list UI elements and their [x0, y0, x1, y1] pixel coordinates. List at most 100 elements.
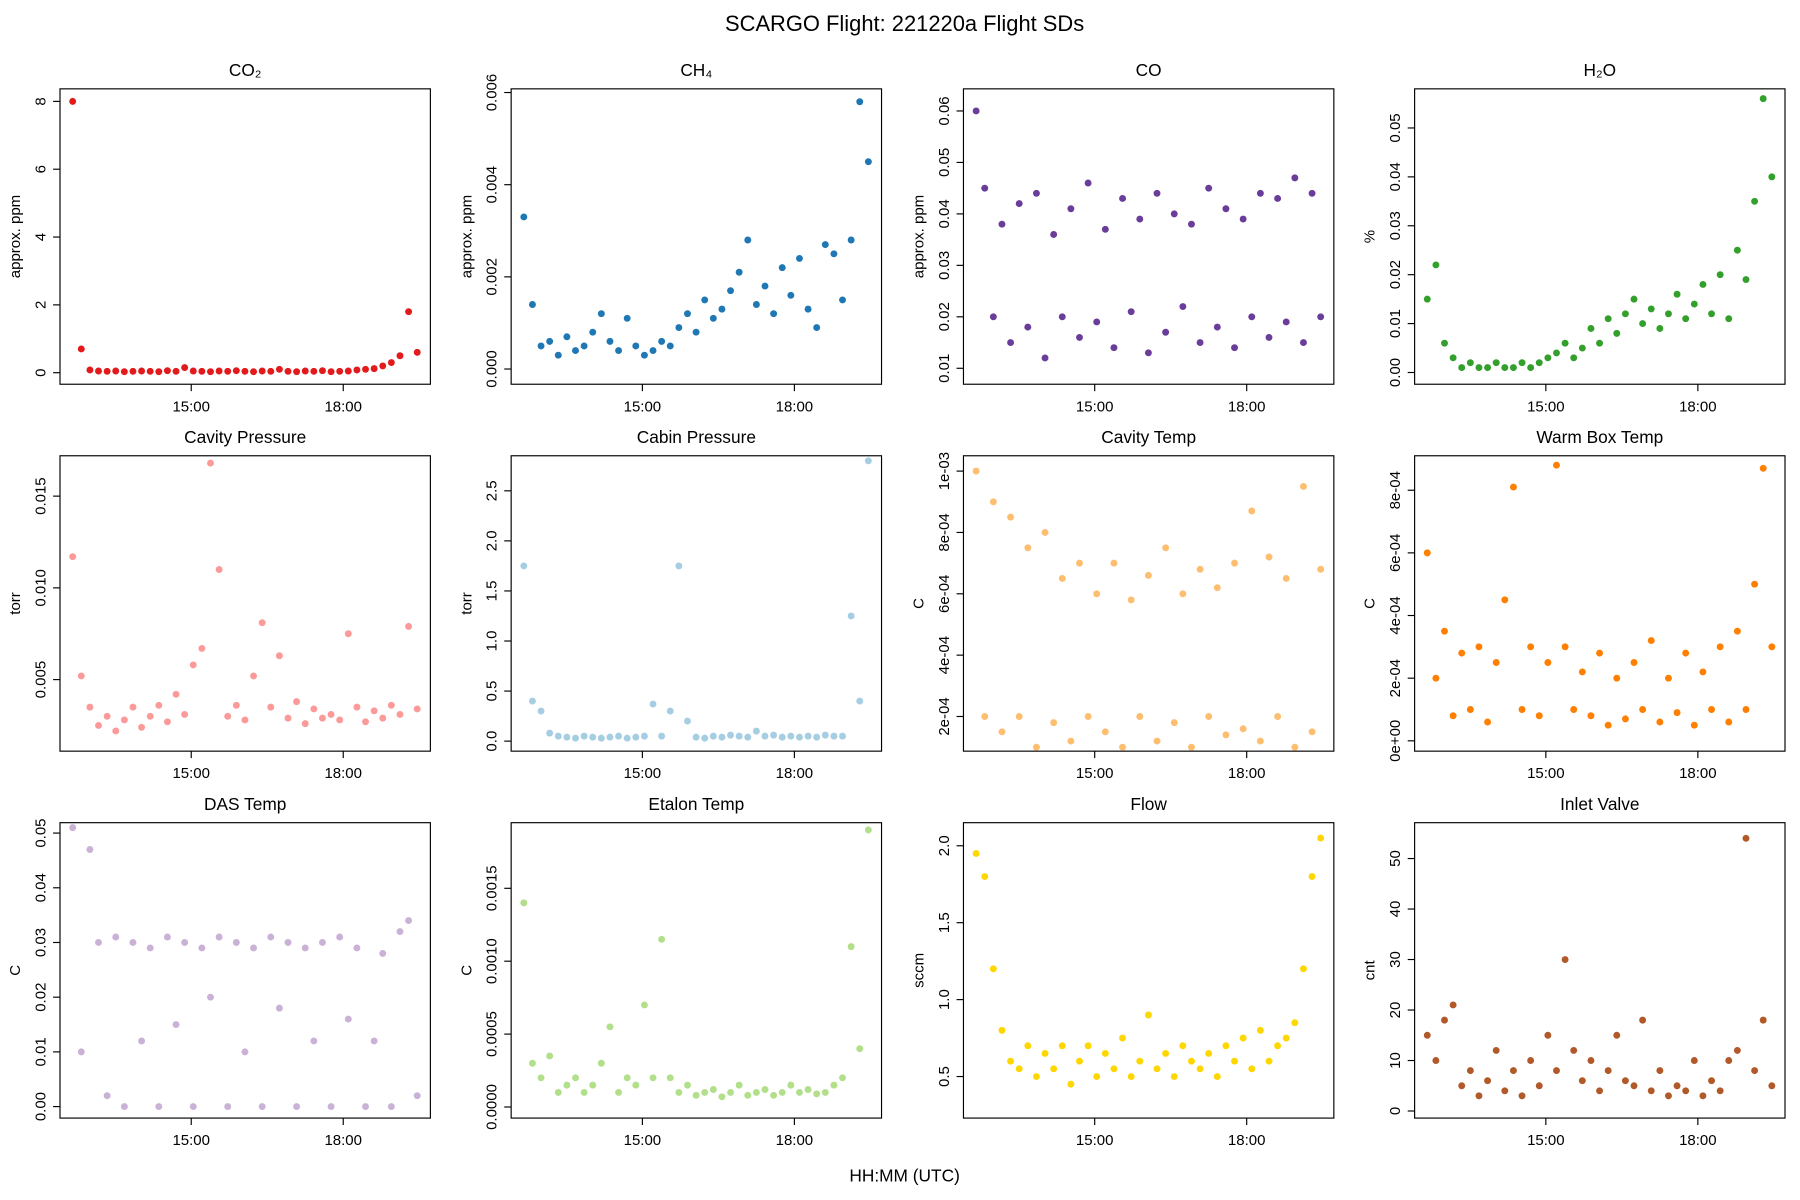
point	[1007, 513, 1015, 521]
point	[275, 1004, 283, 1012]
point	[1188, 220, 1195, 228]
y-tick-label: 10	[1387, 1052, 1404, 1069]
point	[1084, 1042, 1092, 1050]
point	[623, 734, 631, 742]
point	[1101, 225, 1109, 233]
point	[1708, 706, 1715, 713]
point	[537, 707, 545, 715]
point	[1518, 1092, 1526, 1100]
point	[795, 254, 803, 262]
point	[1544, 1031, 1552, 1039]
point	[623, 314, 631, 322]
point	[1699, 1092, 1707, 1100]
point	[344, 367, 352, 375]
point	[189, 661, 197, 669]
point	[1222, 1042, 1230, 1050]
point	[1136, 713, 1144, 720]
point	[1441, 1016, 1448, 1024]
point	[821, 241, 829, 249]
point	[1007, 1057, 1015, 1065]
point	[293, 1103, 301, 1111]
point	[787, 1081, 795, 1089]
point	[839, 732, 846, 740]
point	[658, 337, 666, 345]
point	[112, 933, 120, 941]
point	[1759, 95, 1767, 103]
point	[658, 935, 666, 943]
point	[580, 1088, 588, 1096]
point	[1596, 649, 1604, 657]
point	[1751, 1067, 1759, 1075]
point	[804, 732, 812, 740]
point	[1093, 1073, 1101, 1080]
point	[370, 707, 378, 715]
point	[1553, 1067, 1560, 1075]
point	[972, 107, 980, 115]
point	[821, 1088, 829, 1096]
y-tick-label: 0.5	[484, 681, 501, 702]
point	[267, 703, 275, 711]
point	[232, 367, 240, 375]
point	[336, 716, 344, 724]
point	[1561, 643, 1569, 651]
point	[1144, 1011, 1152, 1019]
point	[675, 1088, 683, 1096]
point	[1492, 659, 1500, 666]
point	[224, 712, 232, 720]
point	[310, 1037, 318, 1045]
point	[1119, 743, 1127, 751]
point	[232, 701, 240, 709]
point	[1179, 303, 1187, 310]
y-tick-label: 0.03	[1387, 211, 1404, 240]
point	[267, 367, 275, 375]
point	[1119, 1034, 1127, 1042]
point	[1282, 318, 1290, 326]
x-tick-label: 18:00	[324, 1132, 362, 1149]
y-tick-label: 0.015	[33, 477, 50, 515]
point	[606, 1023, 614, 1031]
point	[189, 367, 197, 375]
point	[580, 342, 588, 350]
point	[1101, 1050, 1109, 1057]
point	[95, 367, 102, 375]
x-tick-label: 18:00	[1228, 398, 1266, 415]
point	[1475, 364, 1483, 372]
point	[580, 732, 588, 740]
point	[1153, 1065, 1161, 1073]
y-tick-label: 1.0	[484, 631, 501, 652]
point	[666, 1074, 674, 1082]
point	[1501, 364, 1509, 372]
y-tick-label: 0	[1387, 1107, 1404, 1115]
point	[1733, 627, 1741, 635]
point	[778, 264, 786, 272]
point	[1604, 315, 1612, 323]
point	[146, 712, 154, 720]
y-tick-label: 50	[1387, 850, 1404, 867]
y-tick-label: 0.010	[33, 569, 50, 607]
panel-title: Cabin Pressure	[637, 427, 756, 447]
y-tick-label: 20	[1387, 1002, 1404, 1019]
point	[1449, 1001, 1457, 1009]
point	[112, 727, 120, 735]
point	[1256, 1026, 1264, 1034]
point	[563, 333, 571, 341]
point	[1570, 354, 1578, 362]
point	[1527, 643, 1535, 651]
point	[1101, 728, 1109, 736]
point	[856, 697, 864, 705]
y-tick-label: 0.02	[1387, 260, 1404, 289]
point	[1196, 1065, 1204, 1073]
point	[1759, 464, 1767, 472]
point	[1024, 1042, 1032, 1050]
point	[405, 308, 413, 316]
x-tick-label: 18:00	[1228, 1132, 1266, 1149]
plot-frame	[59, 822, 431, 1119]
point	[597, 734, 605, 742]
point	[1458, 364, 1466, 372]
point	[1256, 737, 1264, 745]
point	[640, 1001, 648, 1009]
y-tick-label: 4	[33, 233, 50, 241]
point	[258, 1103, 266, 1111]
y-tick-label: 0.04	[33, 873, 50, 902]
point	[778, 733, 786, 741]
